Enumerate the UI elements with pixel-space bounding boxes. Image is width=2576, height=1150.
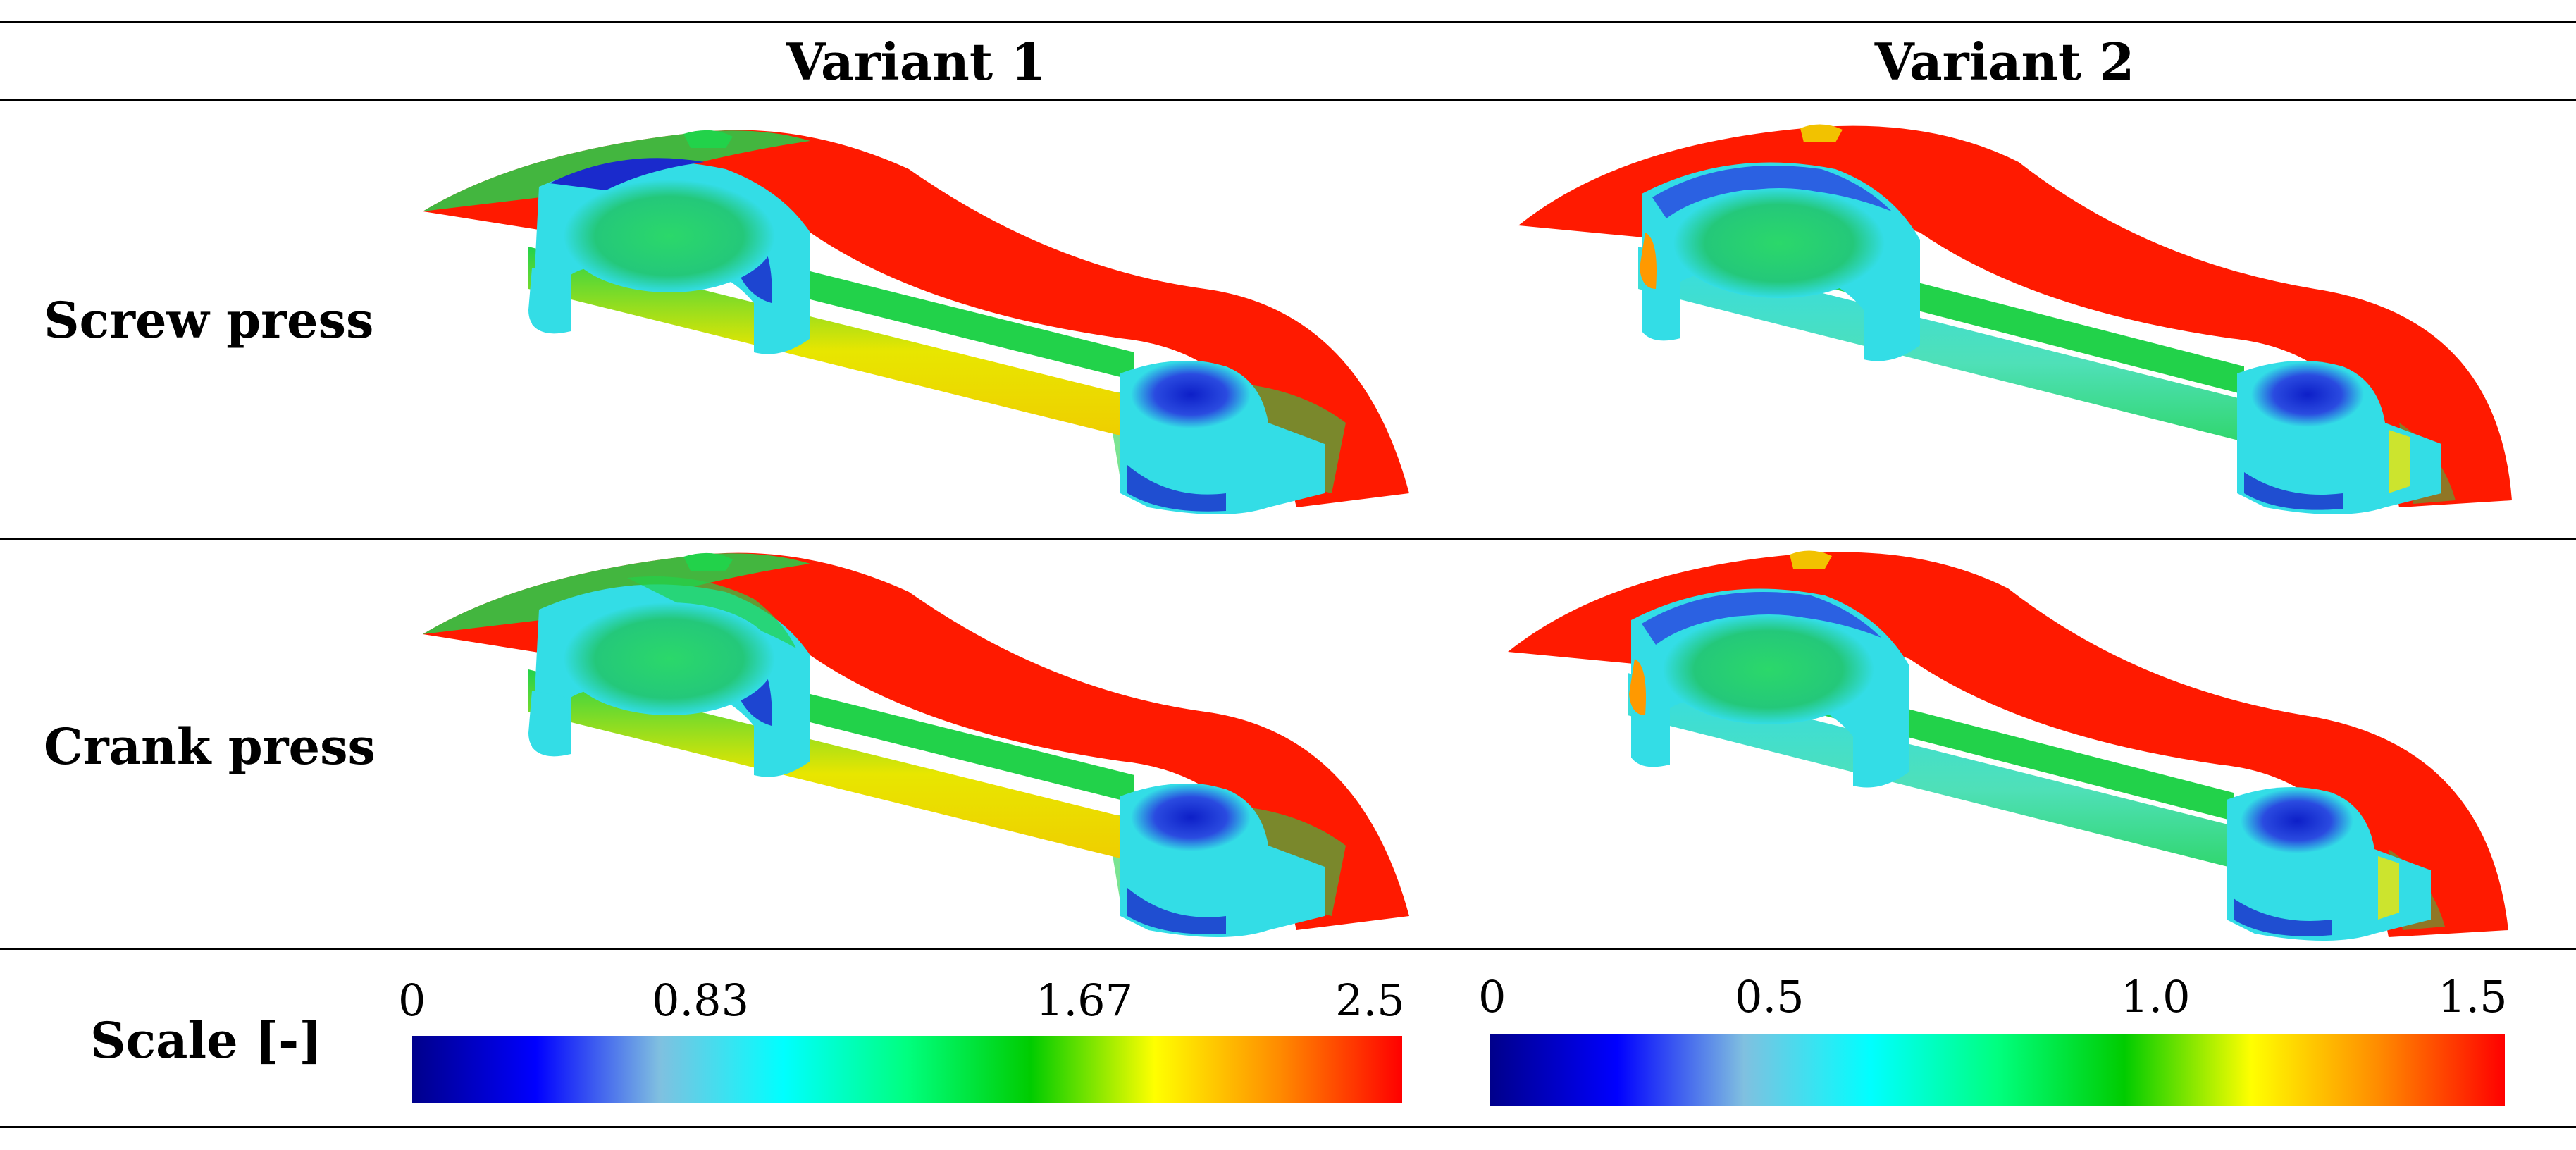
scale1-tick-3: 2.5 (1335, 975, 1405, 1026)
colorbar-variant-2 (1490, 1034, 2505, 1106)
scale1-tick-1: 0.83 (652, 975, 750, 1026)
scale-label: Scale [-] (90, 1011, 323, 1070)
column-header-variant-2: Variant 2 (1874, 32, 2135, 92)
scale1-tick-0: 0 (398, 975, 426, 1026)
forging-image-crank-press-variant-2 (1508, 550, 2508, 941)
column-header-variant-1: Variant 1 (786, 32, 1046, 92)
colorbar-variant-1 (412, 1036, 1402, 1103)
scale2-tick-2: 1.0 (2121, 971, 2191, 1022)
forging-image-screw-press-variant-2 (1518, 124, 2512, 514)
table-top-rule (0, 21, 2576, 23)
row-label-screw-press: Screw press (44, 291, 374, 350)
row-label-crank-press: Crank press (44, 717, 376, 776)
forging-image-screw-press-variant-1 (423, 130, 1409, 514)
scale2-tick-0: 0 (1478, 971, 1506, 1022)
scale2-tick-3: 1.5 (2438, 971, 2508, 1022)
table-bottom-rule (0, 1126, 2576, 1128)
scale2-tick-1: 0.5 (1735, 971, 1804, 1022)
forging-image-crank-press-variant-1 (423, 552, 1409, 937)
row-separator-rule (0, 538, 2576, 540)
header-bottom-rule (0, 99, 2576, 101)
scale-top-rule (0, 948, 2576, 950)
scale1-tick-2: 1.67 (1036, 975, 1134, 1026)
